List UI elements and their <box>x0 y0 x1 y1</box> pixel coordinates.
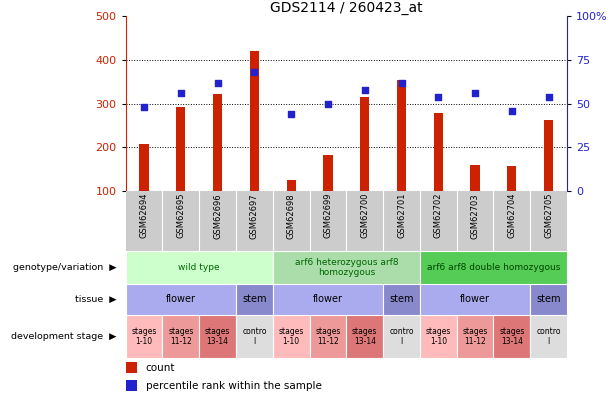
Text: GSM62703: GSM62703 <box>471 193 479 239</box>
Text: GSM62694: GSM62694 <box>140 193 148 239</box>
Text: contro
l: contro l <box>242 327 267 346</box>
Bar <box>126 251 273 284</box>
Text: flower: flower <box>460 294 490 305</box>
Bar <box>287 180 295 191</box>
Point <box>139 104 149 111</box>
Bar <box>199 315 236 358</box>
Bar <box>420 251 567 284</box>
Point <box>544 94 554 100</box>
Text: stages
11-12: stages 11-12 <box>168 327 194 346</box>
Point <box>176 90 186 96</box>
Text: flower: flower <box>166 294 196 305</box>
Bar <box>434 113 443 191</box>
Text: GSM62695: GSM62695 <box>177 193 185 239</box>
Point <box>286 111 296 117</box>
Bar <box>126 284 236 315</box>
Bar <box>324 155 333 191</box>
Bar <box>236 315 273 358</box>
Bar <box>310 315 346 358</box>
Point <box>323 100 333 107</box>
Point <box>249 69 259 75</box>
Text: stages
13-14: stages 13-14 <box>499 327 525 346</box>
Text: stages
11-12: stages 11-12 <box>315 327 341 346</box>
Text: wild type: wild type <box>178 263 220 272</box>
Bar <box>126 380 137 391</box>
Bar <box>457 315 493 358</box>
Text: GSM62699: GSM62699 <box>324 193 332 239</box>
Bar <box>126 315 162 358</box>
Title: GDS2114 / 260423_at: GDS2114 / 260423_at <box>270 1 422 15</box>
Point <box>470 90 480 96</box>
Bar <box>420 284 530 315</box>
Bar <box>420 315 457 358</box>
Bar <box>383 284 420 315</box>
Bar <box>273 284 383 315</box>
Text: stages
13-14: stages 13-14 <box>352 327 378 346</box>
Text: flower: flower <box>313 294 343 305</box>
Text: GSM62705: GSM62705 <box>544 193 553 239</box>
Text: contro
l: contro l <box>536 327 561 346</box>
Text: development stage  ▶: development stage ▶ <box>11 332 116 341</box>
Text: stem: stem <box>389 294 414 305</box>
Text: tissue  ▶: tissue ▶ <box>75 295 116 304</box>
Bar <box>177 107 186 191</box>
Bar <box>493 315 530 358</box>
Bar <box>471 165 480 191</box>
Text: GSM62700: GSM62700 <box>360 193 369 239</box>
Text: genotype/variation  ▶: genotype/variation ▶ <box>13 263 116 272</box>
Bar <box>530 315 567 358</box>
Text: stages
1-10: stages 1-10 <box>278 327 304 346</box>
Text: stem: stem <box>242 294 267 305</box>
Text: GSM62702: GSM62702 <box>434 193 443 239</box>
Text: GSM62698: GSM62698 <box>287 193 295 239</box>
Bar <box>273 315 310 358</box>
Point <box>397 79 406 86</box>
Text: stem: stem <box>536 294 561 305</box>
Text: arf6 heterozygous arf8
homozygous: arf6 heterozygous arf8 homozygous <box>294 258 398 277</box>
Point <box>433 94 443 100</box>
Point <box>360 86 370 93</box>
Text: stages
1-10: stages 1-10 <box>131 327 157 346</box>
Text: stages
13-14: stages 13-14 <box>205 327 230 346</box>
Text: GSM62697: GSM62697 <box>250 193 259 239</box>
Text: arf6 arf8 double homozygous: arf6 arf8 double homozygous <box>427 263 560 272</box>
Bar <box>360 97 369 191</box>
Text: GSM62704: GSM62704 <box>508 193 516 239</box>
Text: count: count <box>145 362 175 373</box>
Bar <box>530 284 567 315</box>
Text: GSM62696: GSM62696 <box>213 193 222 239</box>
Bar <box>213 94 223 191</box>
Text: GSM62701: GSM62701 <box>397 193 406 239</box>
Point <box>507 107 517 114</box>
Bar <box>273 251 420 284</box>
Bar <box>250 51 259 191</box>
Bar <box>140 144 149 191</box>
Text: contro
l: contro l <box>389 327 414 346</box>
Bar <box>126 362 137 373</box>
Point <box>213 79 223 86</box>
Bar <box>236 284 273 315</box>
Text: stages
1-10: stages 1-10 <box>425 327 451 346</box>
Bar <box>162 315 199 358</box>
Bar <box>397 80 406 191</box>
Bar <box>346 315 383 358</box>
Bar <box>383 315 420 358</box>
Text: stages
11-12: stages 11-12 <box>462 327 488 346</box>
Bar <box>508 166 516 191</box>
Bar <box>544 120 554 191</box>
Text: percentile rank within the sample: percentile rank within the sample <box>145 381 321 391</box>
